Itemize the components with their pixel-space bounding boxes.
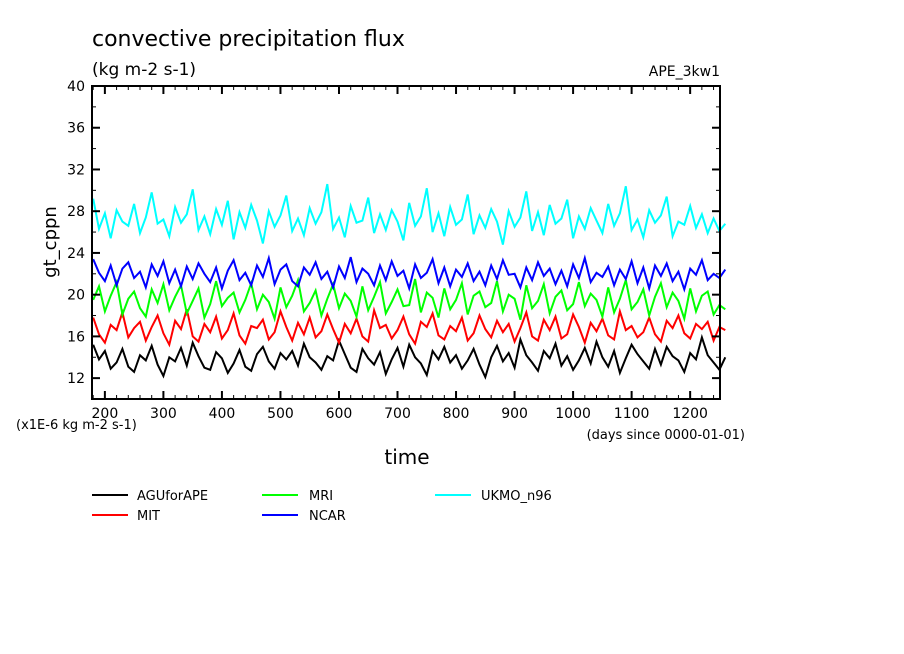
experiment-label: APE_3kw1 [649, 64, 720, 80]
legend-item-MIT: MIT [92, 509, 160, 524]
chart-subtitle: (kg m-2 s-1) [92, 60, 196, 80]
chart-title: convective precipitation flux [92, 27, 405, 52]
series-line-NCAR [92, 254, 727, 293]
legend-label: UKMO_n96 [481, 489, 552, 504]
legend-item-UKMO_n96: UKMO_n96 [435, 489, 552, 504]
y-scale-note: (x1E-6 kg m-2 s-1) [16, 418, 137, 433]
series-line-AGUforAPE [92, 333, 727, 380]
x-tick-label: 400 [209, 406, 236, 422]
x-units-label: (days since 0000-01-01) [587, 428, 745, 443]
x-tick-label: 900 [501, 406, 528, 422]
series-line-MRI [92, 276, 726, 323]
legend-label: MRI [309, 489, 333, 504]
y-tick-label: 40 [67, 79, 85, 95]
legend-label: MIT [137, 509, 160, 524]
y-axis-title: gt_cppn [40, 206, 61, 278]
x-tick-label: 200 [92, 406, 119, 422]
legend-item-AGUforAPE: AGUforAPE [92, 489, 208, 504]
x-tick-label: 1200 [672, 406, 708, 422]
x-tick-label: 300 [150, 406, 177, 422]
x-tick-label: 600 [326, 406, 353, 422]
series-line-UKMO_n96 [92, 183, 727, 245]
x-tick-label: 1100 [614, 406, 650, 422]
legend: AGUforAPE MIT MRI NCAR UKMO_n96 [92, 489, 552, 524]
legend-label: AGUforAPE [137, 489, 208, 504]
legend-label: NCAR [309, 509, 346, 524]
y-tick-label: 32 [67, 162, 85, 178]
x-tick-label: 700 [384, 406, 411, 422]
y-tick-label: 36 [67, 121, 85, 137]
series-line-MIT [92, 306, 726, 348]
y-tick-label: 20 [67, 288, 85, 304]
y-tick-label: 16 [67, 329, 85, 345]
x-tick-label: 500 [267, 406, 294, 422]
y-tick-label: 28 [67, 204, 85, 220]
legend-item-MRI: MRI [262, 489, 333, 504]
series-layer [92, 183, 727, 380]
axes-layer: 200 300 400 500 600 700 800 900 1000 1100 1200 12 16… [67, 79, 720, 422]
y-tick-label: 24 [67, 246, 85, 262]
plot-frame [91, 85, 721, 400]
y-tick-label: 12 [67, 371, 85, 387]
x-tick-label: 1000 [555, 406, 591, 422]
legend-item-NCAR: NCAR [262, 509, 346, 524]
x-tick-label: 800 [443, 406, 470, 422]
x-axis-title: time [384, 445, 429, 469]
